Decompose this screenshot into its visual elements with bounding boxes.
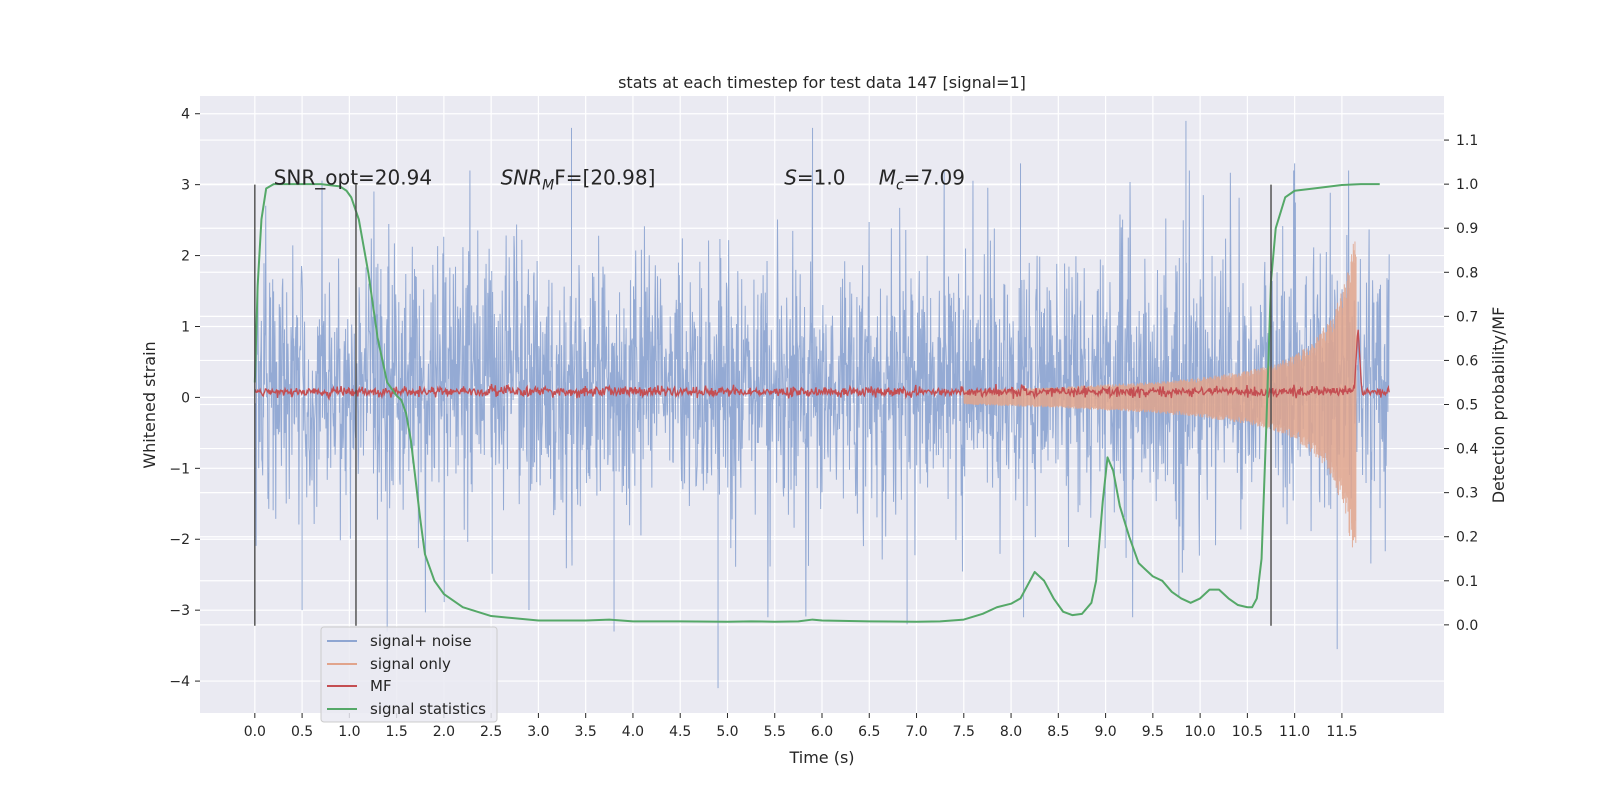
series-mf-line	[254, 329, 1390, 401]
series-signal-noise-line	[254, 120, 1390, 689]
x-tick-label: 2.0	[433, 724, 455, 740]
x-tick-label: 9.0	[1094, 724, 1116, 740]
vertical-markers	[254, 184, 1272, 626]
y2-tick-label: 1.0	[1456, 177, 1478, 193]
annotation-snr-f-20-98: SNRMF=[20.98]	[501, 166, 656, 194]
y2-tick-label: 0.8	[1456, 265, 1478, 281]
y-tick-label: 1	[181, 319, 190, 335]
x-tick-label: 8.0	[1000, 724, 1022, 740]
annotation-m-7-09: Mc=7.09	[879, 166, 965, 194]
y2-tick-label: 0.2	[1456, 530, 1478, 546]
y-tick-label: −1	[169, 461, 190, 477]
x-tick-label: 9.5	[1142, 724, 1164, 740]
x-tick-label: 10.5	[1232, 724, 1263, 740]
x-tick-label: 6.0	[811, 724, 833, 740]
y-tick-label: −3	[169, 603, 190, 619]
legend-frame	[320, 626, 498, 723]
legend-entry-signal-noise: signal+ noise	[327, 632, 472, 650]
x-tick-label: 3.5	[575, 724, 597, 740]
legend-entry-signal-statistics: signal statistics	[327, 700, 486, 718]
y2-tick-label: 0.4	[1456, 442, 1478, 458]
y-axis-right: 0.0 0.1 0.2 0.3 0.4 0.5 0.6 0.7 0.8 0.9 1.0 1.1	[1444, 133, 1478, 634]
x-axis-label: Time (s)	[788, 748, 854, 767]
annotation-snr-opt-20-94: SNR_opt=20.94	[274, 166, 432, 190]
x-tick-label: 4.0	[622, 724, 644, 740]
x-tick-label: 1.0	[338, 724, 360, 740]
y-tick-label: 4	[181, 107, 190, 123]
x-tick-label: 10.0	[1185, 724, 1216, 740]
y2-tick-label: 1.1	[1456, 133, 1478, 149]
legend-label-signal-noise: signal+ noise	[370, 632, 472, 650]
x-tick-label: 2.5	[480, 724, 502, 740]
y-tick-label: −2	[169, 532, 190, 548]
y2-tick-label: 0.0	[1456, 618, 1478, 634]
x-tick-label: 0.0	[244, 724, 266, 740]
y2-tick-label: 0.9	[1456, 221, 1478, 237]
legend-label-signal-only: signal only	[370, 655, 451, 673]
x-axis: 0.0 0.5 1.0 1.5 2.0 2.5 3.0 3.5 4.0 4.5 5.0 5.5 6.0 6…	[244, 713, 1357, 740]
y-axis-left: −4 −3 −2 −1 0 1 2 3 4	[169, 107, 200, 690]
y-tick-label: 3	[181, 178, 190, 194]
legend-entry-signal-only: signal only	[327, 655, 451, 673]
legend-entry-mf: MF	[327, 677, 392, 695]
y-axis-label: Whitened strain	[140, 341, 159, 468]
y-tick-label: −4	[169, 674, 190, 690]
x-tick-label: 11.5	[1326, 724, 1357, 740]
y2-tick-label: 0.3	[1456, 486, 1478, 502]
legend: signal+ noise signal only MF signal stat…	[320, 626, 498, 723]
x-tick-label: 7.5	[953, 724, 975, 740]
x-tick-label: 5.0	[716, 724, 738, 740]
legend-label-signal-statistics: signal statistics	[370, 700, 486, 718]
y2-tick-label: 0.1	[1456, 574, 1478, 590]
x-tick-label: 1.5	[385, 724, 407, 740]
x-tick-label: 8.5	[1047, 724, 1069, 740]
x-tick-label: 3.0	[527, 724, 549, 740]
x-tick-label: 7.0	[905, 724, 927, 740]
x-tick-label: 0.5	[291, 724, 313, 740]
annotations: SNR_opt=20.94 SNRMF=[20.98] S=1.0 Mc=7.09	[274, 166, 965, 194]
x-tick-label: 11.0	[1279, 724, 1310, 740]
x-tick-label: 5.5	[764, 724, 786, 740]
series-layer	[253, 120, 1390, 689]
y2-tick-label: 0.7	[1456, 309, 1478, 325]
y2-tick-label: 0.6	[1456, 353, 1478, 369]
y-tick-label: 2	[181, 249, 190, 265]
series-signal-statistics-line	[253, 183, 1380, 623]
series-signal-only-line	[963, 241, 1357, 548]
chart-title: stats at each timestep for test data 147…	[618, 73, 1026, 92]
y2-axis-label: Detection probability/MF	[1489, 307, 1508, 504]
annotation-s-1-0: S=1.0	[784, 166, 845, 190]
y-tick-label: 0	[181, 390, 190, 406]
x-tick-label: 4.5	[669, 724, 691, 740]
y2-tick-label: 0.5	[1456, 398, 1478, 414]
x-tick-label: 6.5	[858, 724, 880, 740]
legend-label-mf: MF	[370, 677, 392, 695]
